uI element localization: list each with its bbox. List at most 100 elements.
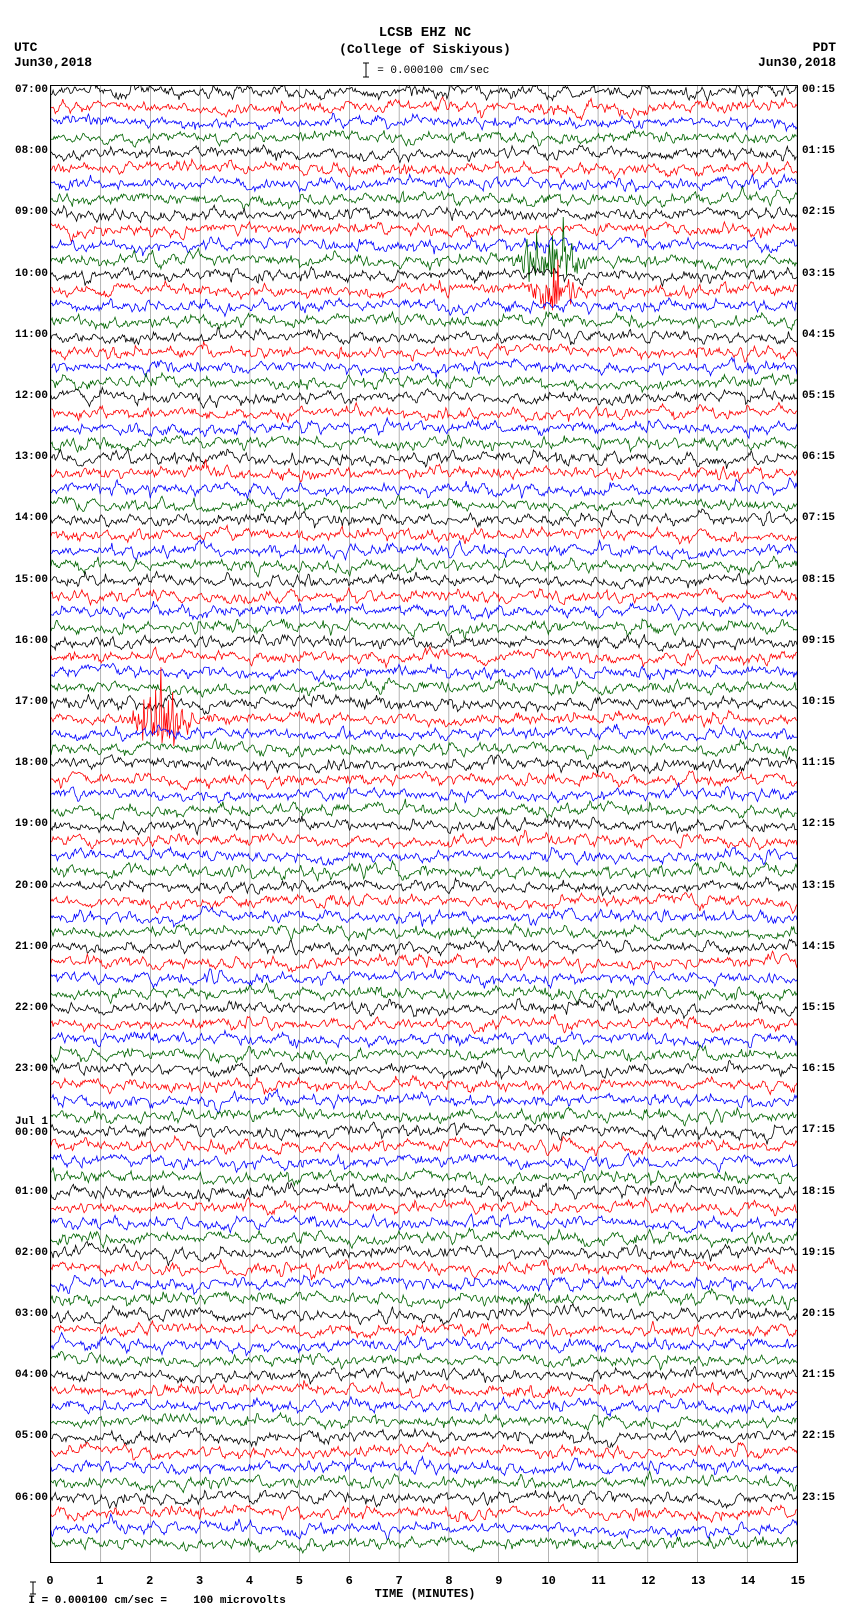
hour-label: 19:00	[2, 819, 48, 830]
hour-label: 23:15	[802, 1493, 848, 1504]
seismic-trace	[51, 159, 797, 179]
hour-label: 12:00	[2, 391, 48, 402]
hour-label: 03:00	[2, 1309, 48, 1320]
seismic-trace	[51, 771, 797, 790]
seismic-trace	[51, 402, 797, 422]
seismic-trace	[51, 1504, 797, 1522]
seismic-trace	[51, 1289, 797, 1310]
pdt-hour-labels: 00:1501:1502:1503:1504:1505:1506:1507:15…	[802, 85, 848, 1563]
seismic-trace	[51, 1060, 797, 1078]
seismic-trace	[51, 1214, 797, 1233]
seismic-trace	[51, 449, 797, 469]
seismic-trace	[51, 372, 797, 392]
hour-label: 22:00	[2, 1003, 48, 1014]
hour-label: 19:15	[802, 1248, 848, 1259]
seismic-trace	[51, 601, 797, 620]
seismic-trace	[51, 266, 797, 286]
seismic-trace	[51, 694, 797, 714]
seismic-trace	[51, 1182, 797, 1202]
seismic-trace	[51, 1536, 797, 1553]
seismic-trace	[51, 298, 797, 316]
hour-label: 09:00	[2, 207, 48, 218]
timezone-right: PDT	[813, 40, 836, 55]
seismic-trace	[51, 328, 797, 345]
hour-label: 02:00	[2, 1248, 48, 1259]
date-right: Jun30,2018	[758, 55, 836, 70]
hour-label: 00:15	[802, 85, 848, 96]
x-tick-label: 5	[296, 1574, 303, 1588]
hour-label: 13:15	[802, 881, 848, 892]
seismic-trace	[51, 1428, 797, 1448]
hour-label: 10:15	[802, 697, 848, 708]
seismic-trace	[51, 130, 797, 147]
x-tick-label: 6	[346, 1574, 353, 1588]
hour-label: 17:15	[802, 1125, 848, 1136]
header-block: LCSB EHZ NC (College of Siskiyous) = 0.0…	[0, 25, 850, 79]
seismogram-page: LCSB EHZ NC (College of Siskiyous) = 0.0…	[0, 0, 850, 1613]
hour-label: 20:15	[802, 1309, 848, 1320]
hour-label: 01:15	[802, 146, 848, 157]
x-tick-label: 15	[791, 1574, 805, 1588]
seismic-trace	[51, 1197, 797, 1216]
seismic-trace	[51, 1333, 797, 1356]
seismic-trace	[51, 1413, 797, 1430]
seismic-trace	[51, 1014, 797, 1033]
seismic-trace	[51, 571, 797, 589]
x-tick-label: 10	[541, 1574, 555, 1588]
hour-label: 18:15	[802, 1187, 848, 1198]
seismic-trace	[51, 816, 797, 835]
hour-label: 16:00	[2, 636, 48, 647]
hour-label: 20:00	[2, 881, 48, 892]
seismic-trace	[51, 1457, 797, 1476]
seismic-trace	[51, 969, 797, 989]
seismic-trace	[51, 1045, 797, 1064]
hour-label: 23:00	[2, 1064, 48, 1075]
seismic-trace	[51, 1443, 797, 1460]
seismic-trace	[51, 1320, 797, 1338]
seismic-trace	[51, 341, 797, 362]
seismic-trace	[51, 1275, 797, 1294]
hour-label: 15:15	[802, 1003, 848, 1014]
hour-label: 09:15	[802, 636, 848, 647]
seismic-trace	[51, 906, 797, 927]
seismic-trace	[51, 923, 797, 940]
seismic-trace	[51, 951, 797, 973]
seismic-trace	[51, 418, 797, 438]
seismic-trace	[51, 830, 797, 849]
hour-label: 12:15	[802, 819, 848, 830]
seismic-trace	[51, 739, 797, 760]
seismic-trace	[51, 1380, 797, 1398]
seismic-trace	[51, 205, 797, 222]
hour-label: 07:15	[802, 513, 848, 524]
seismic-trace	[51, 97, 797, 120]
seismic-trace	[51, 1258, 797, 1280]
scale-indicator: = 0.000100 cm/sec	[0, 61, 850, 79]
footer-scale-note: I = 0.000100 cm/sec = 100 microvolts	[2, 1569, 286, 1619]
seismic-trace	[51, 861, 797, 881]
seismic-trace	[51, 1471, 797, 1492]
seismic-trace	[51, 618, 797, 639]
seismic-trace	[51, 1351, 797, 1369]
hour-label: 08:00	[2, 146, 48, 157]
seismic-trace	[51, 983, 797, 1004]
seismic-trace	[51, 847, 797, 865]
seismic-trace	[51, 1303, 797, 1325]
utc-hour-labels: 07:0008:0009:0010:0011:0012:0013:0014:00…	[2, 85, 48, 1563]
seismic-trace	[51, 647, 797, 668]
hour-label: 07:00	[2, 85, 48, 96]
hour-label: 03:15	[802, 269, 848, 280]
hour-label: 04:00	[2, 1370, 48, 1381]
seismic-trace	[51, 1514, 797, 1540]
hour-label: 08:15	[802, 575, 848, 586]
station-title: LCSB EHZ NC	[0, 25, 850, 42]
seismic-trace	[51, 113, 797, 131]
seismic-trace	[51, 259, 797, 310]
hour-label: 10:00	[2, 269, 48, 280]
x-tick-label: 9	[495, 1574, 502, 1588]
seismic-trace	[51, 678, 797, 697]
hour-label: 17:00	[2, 697, 48, 708]
scale-text: = 0.000100 cm/sec	[377, 65, 489, 77]
seismic-trace	[51, 755, 797, 774]
hour-label: 15:00	[2, 575, 48, 586]
seismic-trace	[51, 478, 797, 499]
